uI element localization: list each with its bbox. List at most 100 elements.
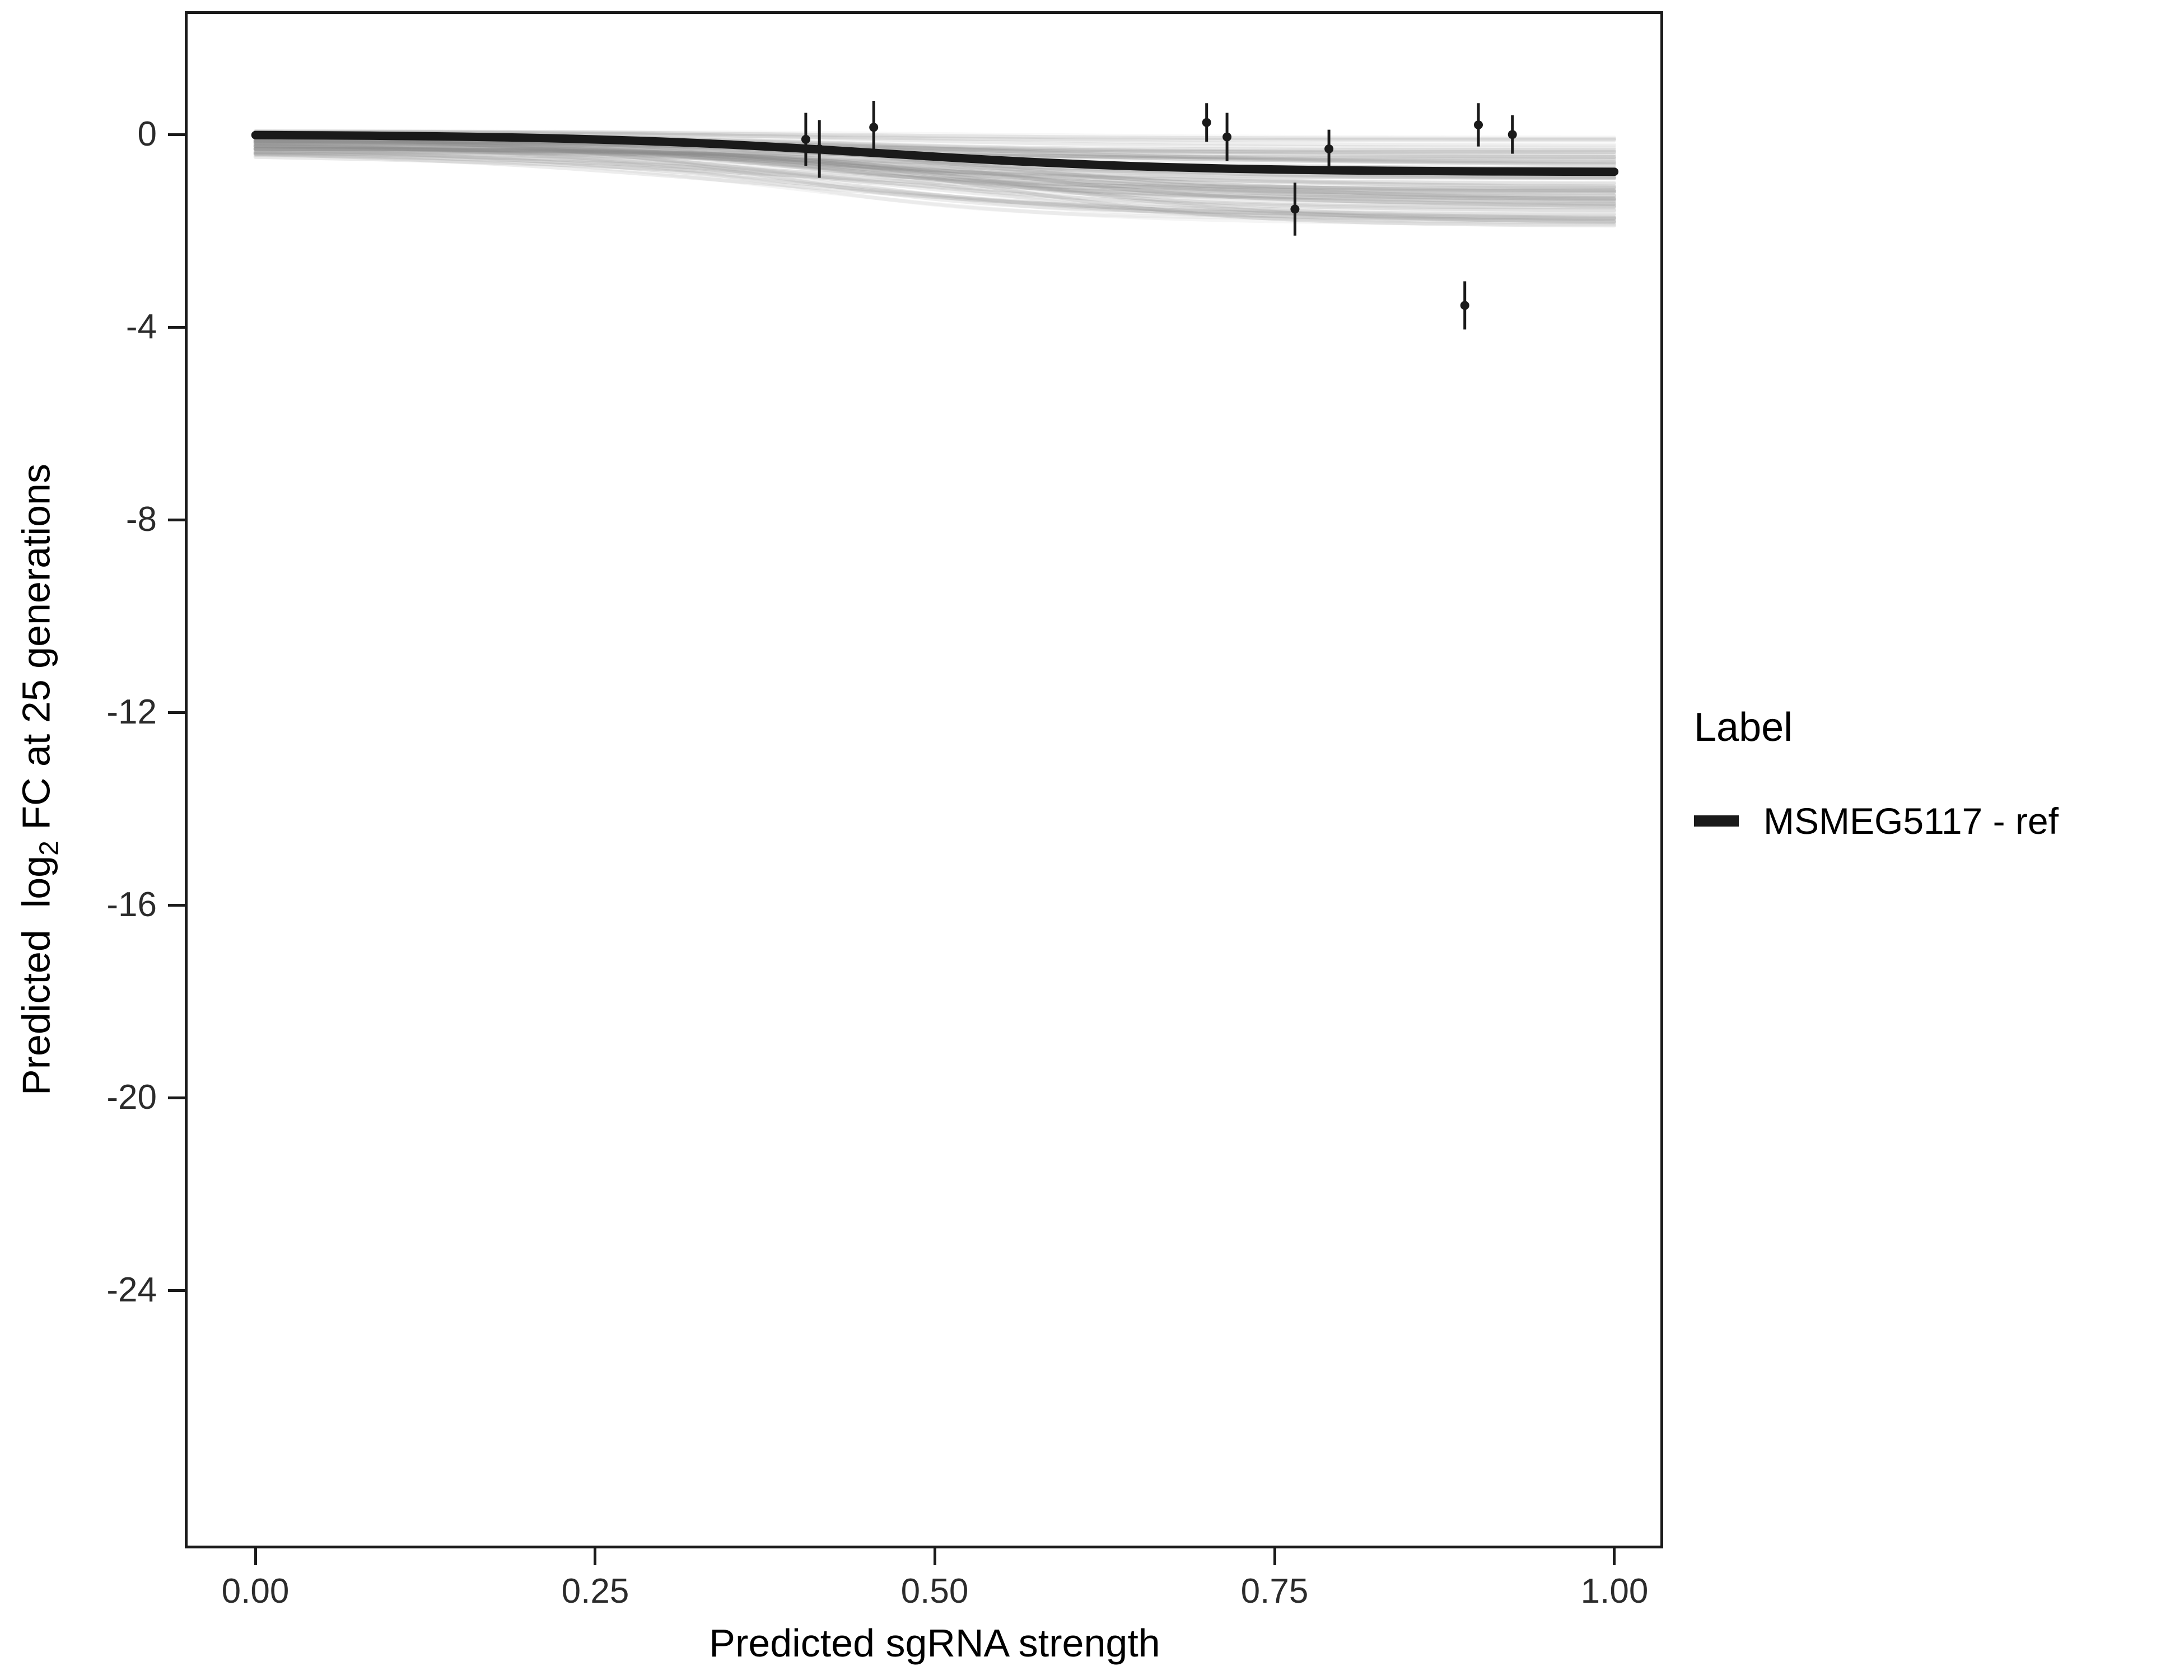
legend-title: Label: [1694, 705, 1793, 750]
point-marker: [815, 144, 824, 153]
posterior-draw-line: [253, 146, 1617, 228]
x-axis-title: Predicted sgRNA strength: [709, 1621, 1160, 1665]
x-tick-mark: [1273, 1548, 1276, 1565]
posterior-draw-line: [253, 144, 1617, 201]
posterior-draw-line: [253, 144, 1617, 203]
y-tick-label: -8: [125, 500, 157, 539]
posterior-draw-line: [253, 141, 1617, 180]
posterior-draw-line: [253, 129, 1617, 139]
panel-border: [185, 11, 1663, 1548]
point-marker: [1460, 301, 1469, 310]
posterior-draw-line: [253, 139, 1617, 192]
plot-panel: [185, 11, 1663, 1548]
data-point: [801, 113, 810, 166]
fit-curve-msmeg5117-ref: [251, 130, 1619, 176]
posterior-draw-line: [253, 151, 1617, 202]
y-tick-label: -20: [106, 1078, 157, 1117]
point-marker: [869, 123, 879, 132]
point-marker: [801, 134, 810, 144]
posterior-draw-line: [253, 140, 1617, 206]
posterior-draw-line: [253, 141, 1617, 194]
point-marker: [1508, 130, 1517, 139]
x-tick-label: 0.00: [221, 1572, 290, 1611]
y-axis-title-subscript: 2: [34, 841, 64, 856]
posterior-draw-line: [253, 144, 1617, 203]
posterior-draw-line: [253, 150, 1617, 221]
posterior-draw-line: [253, 139, 1617, 179]
posterior-draw-line: [253, 129, 1617, 150]
data-point: [869, 101, 879, 154]
legend: Label MSMEG5117 - ref: [1694, 704, 2059, 842]
y-tick-mark: [168, 326, 185, 329]
plot-canvas: [185, 11, 1663, 1548]
posterior-draw-line: [253, 143, 1617, 225]
point-marker: [1474, 120, 1483, 129]
data-point: [1202, 103, 1211, 142]
posterior-draw-line: [253, 138, 1617, 216]
posterior-draw-line: [253, 129, 1617, 148]
point-marker: [1202, 118, 1211, 127]
x-tick-mark: [1613, 1548, 1616, 1565]
y-tick-label: 0: [137, 115, 157, 153]
data-point: [815, 120, 824, 178]
y-axis-title: Predicted log2 FC at 25 generations: [14, 464, 65, 1095]
posterior-draw-line: [253, 139, 1617, 154]
posterior-draw-line: [253, 151, 1617, 226]
y-tick-mark: [168, 904, 185, 907]
data-point: [1222, 113, 1232, 161]
y-tick-label: -24: [106, 1271, 157, 1309]
posterior-draw-line: [253, 147, 1617, 200]
x-tick-label: 1.00: [1580, 1572, 1649, 1611]
posterior-draw-line: [253, 142, 1617, 223]
posterior-draw-line: [253, 144, 1617, 179]
x-tick-label: 0.25: [561, 1572, 629, 1611]
posterior-draw-line: [253, 144, 1617, 200]
y-tick-mark: [168, 133, 185, 136]
data-point: [1460, 281, 1469, 330]
point-marker: [1290, 204, 1300, 214]
posterior-draw-line: [253, 146, 1617, 193]
posterior-draw-line: [253, 141, 1617, 190]
point-marker: [1222, 132, 1232, 142]
y-tick-label: -16: [106, 885, 157, 924]
posterior-draw-line: [253, 152, 1617, 220]
legend-entry-label: MSMEG5117 - ref: [1763, 800, 2059, 842]
posterior-draw-line: [253, 144, 1617, 217]
data-point: [1324, 129, 1334, 169]
x-tick-label: 0.75: [1240, 1572, 1309, 1611]
posterior-draw-line: [253, 134, 1617, 212]
posterior-draw-line: [253, 143, 1617, 195]
posterior-draw-line: [253, 155, 1617, 208]
posterior-draw-line: [253, 143, 1617, 218]
x-tick-mark: [934, 1548, 936, 1565]
posterior-draw-line: [253, 144, 1617, 224]
posterior-draw-line: [253, 152, 1617, 186]
posterior-draw-line: [253, 142, 1617, 206]
posterior-draw-line: [253, 140, 1617, 201]
posterior-draw-line: [253, 147, 1617, 220]
posterior-draw-line: [253, 140, 1617, 162]
x-tick-mark: [594, 1548, 596, 1565]
data-point: [1290, 183, 1300, 236]
posterior-draw-line: [253, 147, 1617, 209]
posterior-draw-line: [253, 151, 1617, 223]
legend-entry: MSMEG5117 - ref: [1694, 800, 2059, 842]
posterior-draw-line: [253, 134, 1617, 189]
posterior-draw-line: [253, 152, 1617, 225]
posterior-draw-line: [253, 146, 1617, 225]
posterior-draw-line: [253, 147, 1617, 220]
y-tick-label: -12: [106, 693, 157, 731]
posterior-draw-line: [253, 129, 1617, 141]
x-tick-label: 0.50: [900, 1572, 969, 1611]
y-tick-mark: [168, 711, 185, 714]
posterior-draw-line: [253, 137, 1617, 197]
posterior-draw-line: [253, 148, 1617, 208]
y-tick-label: -4: [125, 307, 157, 346]
posterior-draw-line: [253, 153, 1617, 198]
posterior-draw-line: [253, 151, 1617, 186]
y-tick-mark: [168, 519, 185, 521]
posterior-draw-line: [253, 143, 1617, 213]
posterior-draw-line: [253, 147, 1617, 221]
point-marker: [1324, 144, 1334, 153]
